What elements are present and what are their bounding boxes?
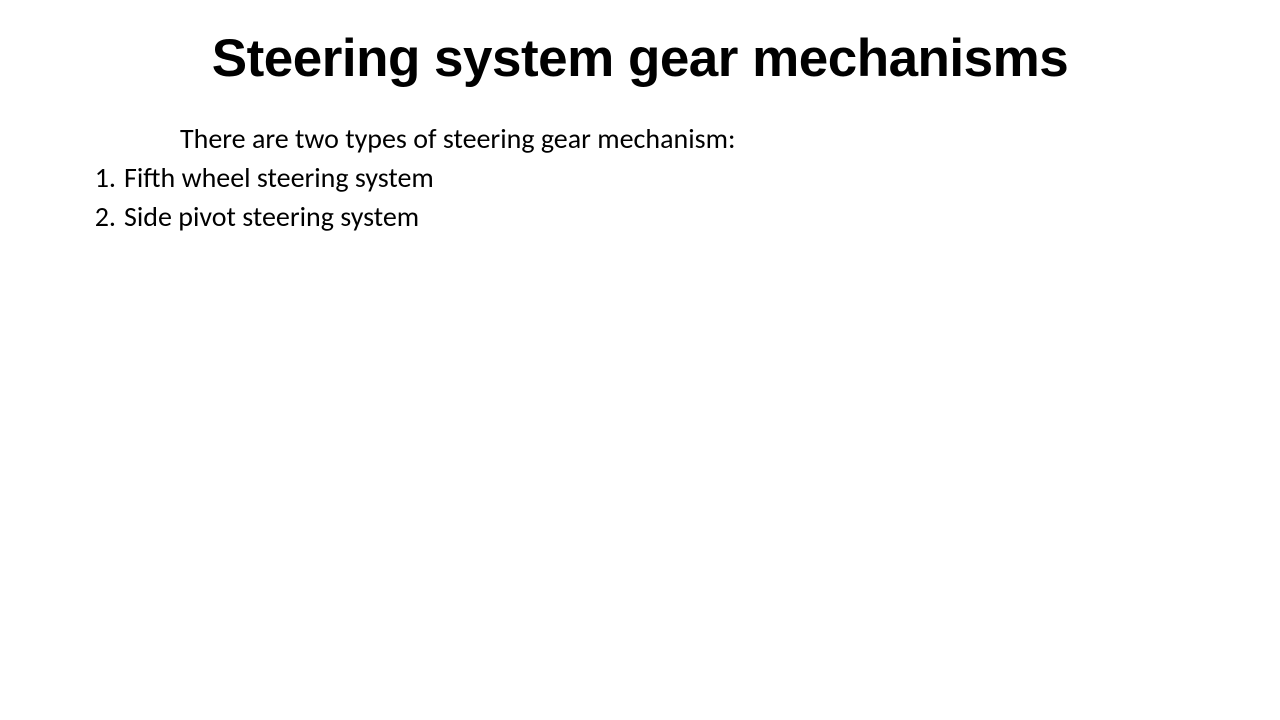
slide-title: Steering system gear mechanisms	[60, 28, 1220, 89]
slide-container: Steering system gear mechanisms There ar…	[0, 0, 1280, 720]
intro-text: There are two types of steering gear mec…	[180, 121, 1220, 156]
mechanisms-list: Fifth wheel steering system Side pivot s…	[60, 160, 1220, 234]
list-item: Side pivot steering system	[90, 199, 1220, 234]
list-item: Fifth wheel steering system	[90, 160, 1220, 195]
